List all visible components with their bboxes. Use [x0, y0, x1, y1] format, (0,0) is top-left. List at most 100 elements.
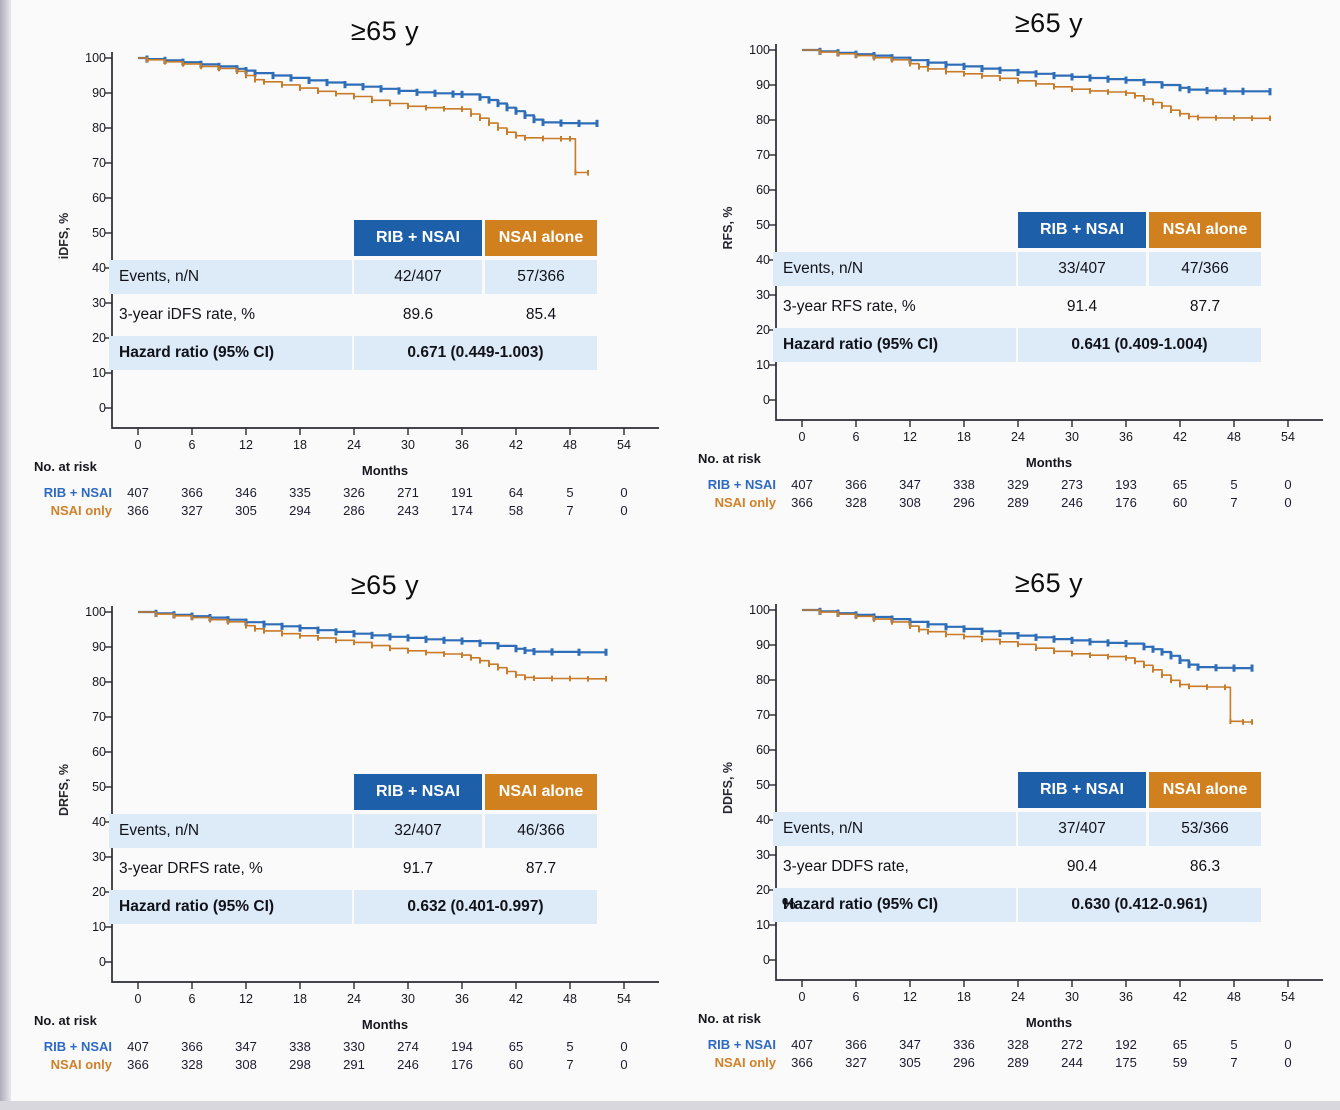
risk-count: 5 [566, 485, 574, 500]
risk-count: 65 [1172, 1037, 1188, 1052]
legend-nsai-label: NSAI alone [498, 783, 584, 800]
risk-values-rib: 407 366 346 335 326 271 191 64 5 0 [12, 485, 670, 501]
risk-count: 338 [953, 477, 975, 492]
x-tick-label: 0 [134, 438, 142, 452]
risk-row-label-nsai: NSAI only [714, 1055, 776, 1070]
rate-nsai-value: 86.3 [1189, 858, 1221, 875]
y-tick-label: 90 [756, 638, 770, 652]
x-axis-title: Months [361, 463, 409, 478]
risk-count: 327 [845, 1055, 867, 1070]
y-tick-label: 20 [92, 331, 106, 345]
x-tick-label: 6 [852, 430, 860, 444]
y-tick-label: 40 [756, 813, 770, 827]
risk-count: 305 [235, 503, 257, 518]
rate-row-label: 3-year iDFS rate, % [119, 306, 256, 323]
events-row-label: Events, n/N [773, 252, 1016, 286]
x-tick-label: 30 [1065, 990, 1079, 1004]
y-tick-label: 70 [756, 708, 770, 722]
y-axis-label: DDFS, % [721, 761, 735, 815]
x-tick-label: 18 [957, 430, 971, 444]
hazard-label-text: Hazard ratio (95% CI) [783, 336, 939, 353]
x-tick-label: 30 [401, 438, 415, 452]
risk-count: 298 [289, 1057, 311, 1072]
x-tick-label: 0 [134, 992, 142, 1006]
y-tick-label: 60 [92, 191, 106, 205]
risk-count: 347 [899, 477, 921, 492]
legend-rib-label: RIB + NSAI [375, 229, 460, 246]
y-tick-label: 60 [756, 183, 770, 197]
y-axis-label: DRFS, % [57, 763, 71, 817]
y-tick-label: 70 [92, 710, 106, 724]
y-tick-label: 30 [92, 850, 106, 864]
risk-count: 58 [508, 503, 524, 518]
y-tick-label: 40 [92, 815, 106, 829]
x-tick-label: 12 [903, 430, 917, 444]
risk-count: 175 [1115, 1055, 1137, 1070]
events-nsai-value: 47/366 [1149, 252, 1261, 286]
risk-count: 296 [953, 1055, 975, 1070]
risk-row-label-rib: RIB + NSAI [707, 1037, 776, 1052]
x-tick-label: 6 [852, 990, 860, 1004]
hazard-ratio-value: 0.671 (0.449-1.003) [354, 336, 597, 370]
legend-chip-nsai-alone: NSAI alone [1149, 772, 1261, 808]
legend-nsai-label: NSAI alone [1162, 221, 1248, 238]
risk-row-label-nsai: NSAI only [50, 503, 112, 518]
hazard-label-overlap: % [782, 896, 796, 913]
risk-values-nsai: 366 328 308 298 291 246 176 60 7 0 [12, 1057, 670, 1073]
risk-count: 7 [566, 503, 574, 518]
risk-values-rib: 407 366 347 338 329 273 193 65 5 0 [676, 477, 1334, 493]
events-row-label: Events, n/N [109, 814, 352, 848]
y-tick-label: 10 [92, 920, 106, 934]
y-tick-label: 50 [92, 226, 106, 240]
y-tick-label: 80 [756, 673, 770, 687]
y-tick-label: 80 [756, 113, 770, 127]
y-tick-label: 10 [92, 366, 106, 380]
risk-count: 64 [508, 485, 524, 500]
y-tick-label: 70 [756, 148, 770, 162]
hazard-row-label: Hazard ratio (95% CI) [109, 890, 352, 924]
risk-count: 329 [1007, 477, 1029, 492]
events-row-label: Events, n/N [109, 260, 352, 294]
x-tick-label: 54 [1281, 990, 1295, 1004]
risk-count: 174 [451, 503, 473, 518]
km-curves-rfs [769, 44, 1323, 427]
legend-chip-rib-nsai: RIB + NSAI [354, 220, 482, 256]
y-tick-label: 0 [99, 401, 106, 415]
rate-nsai-value: 87.7 [1189, 298, 1221, 315]
rate-nsai-value: 85.4 [525, 306, 557, 323]
risk-table-header: No. at risk [698, 1011, 761, 1026]
hazard-row-label: Hazard ratio (95% CI) [773, 328, 1016, 362]
risk-count: 0 [620, 1057, 628, 1072]
x-tick-label: 24 [1011, 990, 1025, 1004]
hazard-label-text: Hazard ratio (95% CI) [119, 344, 275, 361]
x-tick-label: 48 [1227, 990, 1241, 1004]
risk-table-header: No. at risk [34, 1013, 97, 1028]
risk-count: 65 [508, 1039, 524, 1054]
rate-row-label: 3-year DDFS rate, [783, 858, 909, 875]
risk-count: 274 [397, 1039, 419, 1054]
risk-count: 366 [127, 1057, 149, 1072]
y-tick-label: 100 [749, 603, 770, 617]
x-tick-label: 18 [957, 990, 971, 1004]
x-tick-label: 24 [1011, 430, 1025, 444]
risk-count: 59 [1172, 1055, 1188, 1070]
x-tick-label: 42 [509, 438, 523, 452]
x-tick-label: 54 [617, 438, 631, 452]
risk-count: 305 [899, 1055, 921, 1070]
km-curves-idfs [105, 52, 659, 435]
legend-chip-nsai-alone: NSAI alone [1149, 212, 1261, 248]
rate-rib-value: 91.7 [402, 860, 434, 877]
y-tick-label: 50 [92, 780, 106, 794]
x-tick-label: 12 [239, 992, 253, 1006]
x-tick-label: 0 [798, 990, 806, 1004]
km-curves-ddfs [769, 604, 1323, 987]
risk-count: 0 [1284, 495, 1292, 510]
risk-count: 366 [845, 1037, 867, 1052]
y-tick-label: 70 [92, 156, 106, 170]
km-panel-rfs: ≥65 y RFS, % 0 10 20 30 40 50 60 70 80 90 100 0 6 12… [676, 0, 1334, 548]
risk-row-label-rib: RIB + NSAI [43, 1039, 112, 1054]
risk-count: 346 [235, 485, 257, 500]
y-tick-label: 100 [749, 43, 770, 57]
